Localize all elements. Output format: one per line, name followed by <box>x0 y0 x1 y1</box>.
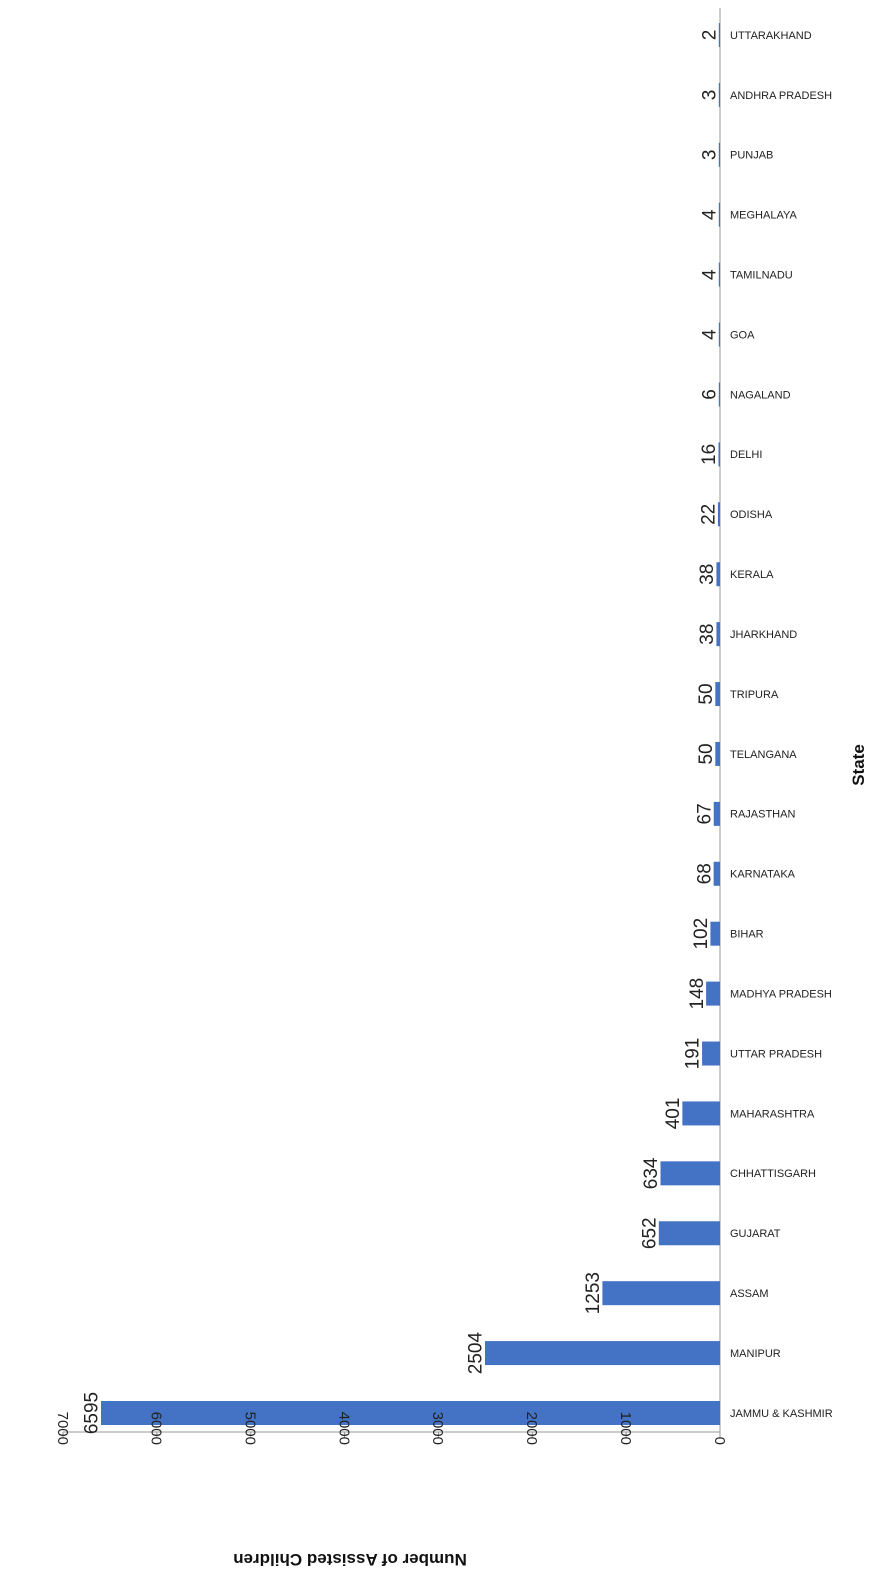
tick-label: 2000 <box>523 1412 540 1445</box>
tick-label: 0 <box>711 1437 728 1445</box>
data-value-label: 191 <box>683 1038 704 1070</box>
data-value-label: 3 <box>699 90 720 101</box>
data-value-label: 6 <box>699 389 720 400</box>
data-value-label: 67 <box>694 803 715 824</box>
category-label: MAHARASHTRA <box>730 1108 815 1120</box>
bar <box>706 981 720 1006</box>
bar <box>718 382 720 407</box>
data-value-label: 102 <box>691 918 712 950</box>
tick-label: 7000 <box>54 1412 71 1445</box>
data-value-label: 50 <box>696 683 717 704</box>
data-value-label: 68 <box>694 863 715 884</box>
bar <box>715 682 720 707</box>
bar <box>713 801 720 826</box>
bar <box>602 1281 720 1306</box>
tick-label: 1000 <box>617 1412 634 1445</box>
bar <box>101 1401 720 1425</box>
axes <box>63 8 721 1433</box>
category-label: GOA <box>730 329 755 341</box>
data-value-label: 1253 <box>583 1272 604 1314</box>
bar <box>718 202 720 227</box>
state-axis-title: State <box>849 744 868 786</box>
bar <box>660 1161 720 1186</box>
bar <box>716 562 720 587</box>
bars <box>101 23 720 1425</box>
category-label: KERALA <box>730 569 774 581</box>
category-label: UTTAR PRADESH <box>730 1048 822 1060</box>
value-axis-title: Number of Assisted Children <box>233 1550 467 1569</box>
bar <box>715 741 720 766</box>
data-value-label: 4 <box>699 269 720 280</box>
category-label: GUJARAT <box>730 1228 781 1240</box>
data-value-label: 3 <box>699 150 720 161</box>
category-label: TRIPURA <box>730 689 779 701</box>
data-value-label: 2504 <box>466 1332 487 1375</box>
data-value-label: 6595 <box>82 1392 103 1434</box>
data-value-label: 50 <box>696 743 717 764</box>
data-value-label: 2 <box>699 30 720 41</box>
category-label: RAJASTHAN <box>730 809 795 821</box>
bar <box>718 322 720 347</box>
bar <box>658 1221 720 1246</box>
data-value-label: 22 <box>699 504 720 525</box>
data-value-label: 38 <box>697 624 718 645</box>
tick-label: 4000 <box>335 1412 352 1445</box>
category-label: UTTARAKHAND <box>730 30 812 42</box>
data-value-label: 652 <box>639 1217 660 1249</box>
category-label: JAMMU & KASHMIR <box>730 1408 833 1420</box>
category-label: ODISHA <box>730 509 773 521</box>
value-labels: 6595250412536526344011911481026867505038… <box>82 30 721 1434</box>
bar <box>702 1041 720 1066</box>
bar <box>713 861 720 886</box>
bar <box>716 622 720 647</box>
category-label: JHARKHAND <box>730 629 797 641</box>
data-value-label: 148 <box>687 978 708 1010</box>
category-label: PUNJAB <box>730 150 773 162</box>
bar <box>718 23 720 47</box>
data-value-label: 634 <box>641 1157 662 1189</box>
category-label: ASSAM <box>730 1288 769 1300</box>
category-label: DELHI <box>730 449 762 461</box>
data-value-label: 4 <box>699 329 720 340</box>
bar <box>718 142 720 167</box>
category-label: ANDHRA PRADESH <box>730 90 832 102</box>
data-value-label: 38 <box>697 564 718 585</box>
data-value-label: 4 <box>699 209 720 220</box>
category-label: TAMILNADU <box>730 270 793 282</box>
bar <box>718 82 720 107</box>
bar <box>717 502 720 527</box>
bar <box>718 442 720 467</box>
category-label: MANIPUR <box>730 1348 781 1360</box>
data-value-label: 401 <box>663 1098 684 1130</box>
bar <box>682 1101 720 1126</box>
value-axis-ticks: 0 1000 2000 3000 4000 5000 6000 7000 <box>54 1412 728 1445</box>
tick-label: 6000 <box>148 1412 165 1445</box>
category-label: MADHYA PRADESH <box>730 988 832 1000</box>
tick-label: 5000 <box>241 1412 258 1445</box>
tick-label: 3000 <box>429 1412 446 1445</box>
bar <box>718 262 720 287</box>
category-label: MEGHALAYA <box>730 210 797 222</box>
category-label: NAGALAND <box>730 389 791 401</box>
data-value-label: 16 <box>699 444 720 465</box>
bar <box>484 1341 720 1366</box>
category-label: KARNATAKA <box>730 869 796 881</box>
category-label: TELANGANA <box>730 749 797 761</box>
bar <box>710 921 720 946</box>
category-label: CHHATTISGARH <box>730 1168 816 1180</box>
category-label: BIHAR <box>730 929 764 941</box>
category-labels: JAMMU & KASHMIR MANIPUR ASSAM GUJARAT CHHATT… <box>730 30 833 1420</box>
